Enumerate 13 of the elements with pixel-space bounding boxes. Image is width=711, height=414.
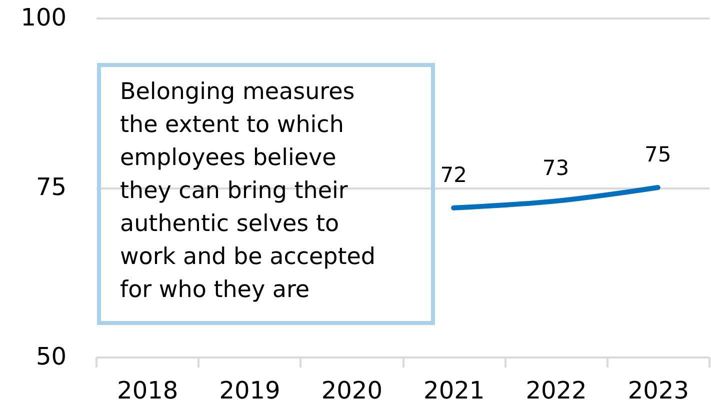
- data-label: 73: [542, 156, 570, 180]
- data-label: 75: [644, 142, 672, 166]
- y-tick-label: 75: [36, 173, 66, 201]
- y-tick-label: 50: [36, 342, 66, 370]
- x-tick-label: 2022: [526, 376, 587, 404]
- x-tick-label: 2018: [117, 376, 178, 404]
- annotation: Belonging measures the extent to which employees believe they can bring their authentic selves to work and be accepted for who they are: [120, 79, 376, 303]
- data-label: 72: [440, 162, 467, 187]
- x-tick-label: 2020: [321, 376, 382, 404]
- x-tick-label: 2021: [424, 376, 485, 404]
- x-tick-label: 2019: [219, 376, 280, 404]
- y-tick-label: 100: [20, 4, 66, 32]
- x-tick-label: 2023: [628, 376, 689, 404]
